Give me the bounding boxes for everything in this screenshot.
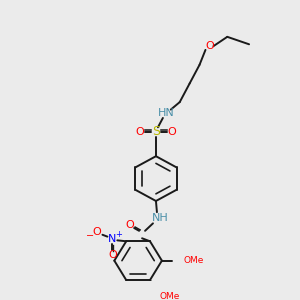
Text: NH: NH bbox=[152, 213, 168, 223]
Text: O: O bbox=[92, 227, 101, 237]
Text: −: − bbox=[85, 231, 94, 241]
Text: N: N bbox=[108, 234, 116, 244]
Text: S: S bbox=[152, 125, 160, 139]
Text: O: O bbox=[205, 41, 214, 51]
Text: +: + bbox=[115, 230, 122, 239]
Text: OMe: OMe bbox=[160, 292, 180, 300]
Text: HN: HN bbox=[158, 108, 174, 118]
Text: O: O bbox=[126, 220, 135, 230]
Text: O: O bbox=[136, 127, 145, 137]
Text: O: O bbox=[167, 127, 176, 137]
Text: OMe: OMe bbox=[184, 256, 204, 265]
Text: O: O bbox=[108, 250, 117, 260]
